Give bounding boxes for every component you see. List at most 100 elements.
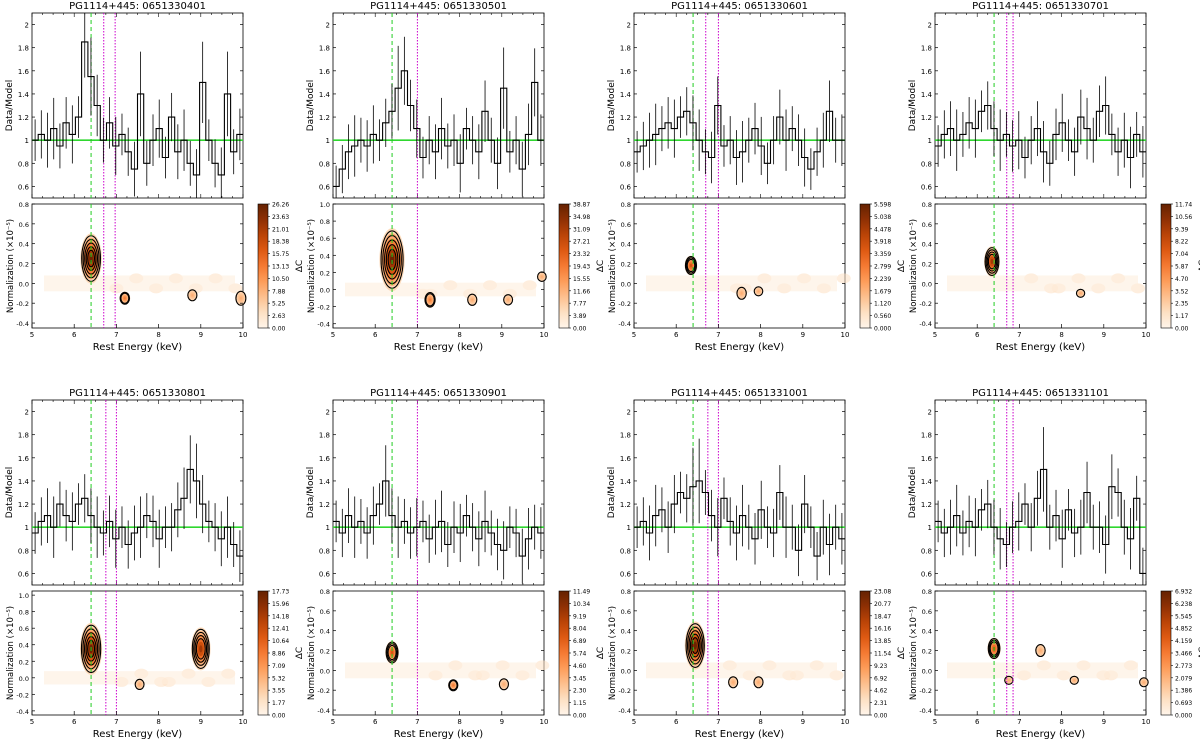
colorbar-tick-label: 0.00 — [272, 326, 286, 333]
map-feature — [191, 627, 211, 671]
map-fill-level — [990, 258, 994, 265]
map-contour — [134, 678, 145, 691]
map-xtick-label: 10 — [841, 331, 850, 339]
ratio-ytick-label: 1 — [25, 137, 29, 145]
map-xtick-label: 10 — [239, 331, 248, 339]
map-residual-patch — [836, 273, 851, 284]
map-ytick-label: 0.0 — [320, 287, 330, 295]
map-contour — [87, 249, 96, 268]
ratio-ytick-label: 2 — [928, 22, 932, 30]
map-xtick-label: 9 — [801, 718, 805, 726]
colorbar-tick-label: 5.545 — [1175, 613, 1192, 620]
xlabel: Rest Energy (keV) — [93, 342, 182, 353]
ratio-ytick-label: 1.4 — [921, 478, 933, 486]
xlabel: Rest Energy (keV) — [394, 729, 483, 740]
colorbar-tick-label: 27.21 — [573, 239, 590, 246]
map-fill-level — [239, 296, 242, 300]
map-ytick-label: 0.4 — [922, 628, 932, 636]
panel-5: PG1114+445: 0651330801 0.6 0.8 1 1.2 1.4 1.6 1.… — [5, 388, 305, 740]
map-ylabel: Normalization (×10⁻⁵) — [307, 219, 317, 313]
colorbar-tick-label: 8.22 — [1175, 239, 1189, 246]
colorbar-tick-label: 2.35 — [1175, 301, 1189, 308]
colorbar-tick-label: 2.079 — [1175, 675, 1192, 682]
ratio-plot: 0.6 0.8 1 1.2 1.4 1.6 1.8 2 Data/Model — [306, 12, 545, 199]
ratio-ytick-label: 1.6 — [620, 68, 632, 76]
map-xtick-label: 9 — [500, 331, 504, 339]
colorbar-tick-label: 4.478 — [874, 226, 891, 233]
map-xtick-label: 7 — [114, 331, 118, 339]
map-ytick-label: -0.4 — [317, 707, 330, 715]
ratio-ytick-label: 1 — [928, 137, 932, 145]
colorbar: 0.00 1.17 2.35 3.52 4.70 5.87 7.04 8.22 9.39 10.5… — [1160, 202, 1200, 333]
ratio-step-series — [32, 468, 243, 557]
map-ytick-label: -0.2 — [16, 691, 29, 699]
ratio-step-series — [32, 41, 243, 176]
panel-1: PG1114+445: 0651330401 0.6 0.8 1 1.2 1.4 1.6 1.… — [5, 1, 305, 353]
ratio-ytick-label: 1.2 — [921, 114, 932, 122]
ratio-ylabel: Data/Model — [607, 80, 617, 132]
colorbar-tick-label: 34.98 — [573, 214, 590, 221]
map-ytick-label: 0.6 — [320, 235, 330, 243]
ratio-ytick-label: 0.8 — [18, 547, 29, 555]
ratio-ytick-label: 1.8 — [620, 432, 631, 440]
map-feature — [753, 676, 764, 689]
map-xtick-label: 6 — [975, 718, 980, 726]
map-fill-level — [429, 298, 432, 302]
xlabel: Rest Energy (keV) — [93, 729, 182, 740]
colorbar-tick-label: 0.693 — [1175, 700, 1192, 707]
colorbar-tick-label: 10.64 — [272, 638, 289, 645]
map-xtick-label: 10 — [1142, 331, 1151, 339]
xlabel: Rest Energy (keV) — [996, 729, 1085, 740]
map-fill-level — [471, 298, 474, 301]
contour-map: -0.4 -0.2 0.0 0.2 0.4 0.6 0.8 5 6 7 8 9 10 Rest Energ… — [608, 588, 849, 740]
map-contour — [1069, 675, 1079, 685]
map-contour — [684, 256, 698, 276]
colorbar-tick-label: 12.41 — [272, 626, 289, 633]
colorbar-tick-label: 15.75 — [272, 251, 289, 258]
ratio-ytick-label: 0.6 — [620, 570, 632, 578]
map-feature — [1004, 675, 1014, 685]
map-baseline-band — [646, 662, 837, 679]
map-feature — [134, 678, 145, 691]
map-contour — [448, 679, 459, 692]
map-xtick-label: 5 — [331, 718, 335, 726]
map-contour — [986, 251, 998, 272]
colorbar-tick-label: 1.15 — [573, 700, 587, 707]
map-ytick-label: 0.2 — [621, 261, 631, 269]
map-ytick-label: 0.6 — [19, 625, 29, 633]
contour-map: -0.4 -0.2 0.0 0.2 0.4 0.6 0.8 1.0 5 6 7 8 9 10 Rest En… — [307, 201, 548, 353]
ratio-ytick-label: 1.4 — [620, 478, 632, 486]
ratio-plot: 0.6 0.8 1 1.2 1.4 1.6 1.8 2 Data/Model — [908, 399, 1147, 586]
ratio-frame — [332, 12, 545, 199]
map-ytick-label: -0.4 — [317, 321, 330, 329]
colorbar-tick-label: 11.74 — [1175, 202, 1192, 209]
map-ytick-label: 0.8 — [19, 609, 29, 617]
ratio-ytick-label: 1.4 — [18, 91, 30, 99]
map-contour — [119, 291, 131, 305]
map-frame — [332, 590, 545, 716]
ratio-ytick-label: 1.8 — [620, 45, 631, 53]
ratio-ytick-label: 1.2 — [921, 501, 932, 509]
ratio-ytick-label: 1.2 — [18, 114, 29, 122]
colorbar-tick-label: 0.560 — [874, 313, 891, 320]
map-xtick-label: 5 — [331, 331, 335, 339]
ratio-step-series — [935, 104, 1146, 164]
map-ytick-label: 0.0 — [621, 280, 631, 288]
map-ytick-label: 0.0 — [19, 675, 29, 683]
contour-map: -0.4 -0.2 0.0 0.2 0.4 0.6 0.8 5 6 7 8 9 10 Rest Energ… — [307, 588, 550, 740]
map-contour — [688, 630, 702, 661]
colorbar-tick-label: 2.799 — [874, 264, 891, 271]
map-contour — [985, 249, 999, 274]
colorbar-tick-label: 31.09 — [573, 226, 590, 233]
map-feature — [385, 641, 399, 664]
map-ytick-label: -0.4 — [16, 320, 29, 328]
map-contour — [728, 676, 739, 689]
colorbar-tick-label: 15.96 — [272, 601, 289, 608]
colorbar-tick-label: 2.30 — [573, 688, 587, 695]
map-contour — [686, 258, 696, 273]
map-feature — [984, 246, 1000, 277]
ratio-step-series — [634, 104, 845, 170]
map-ytick-label: 0.0 — [621, 667, 631, 675]
colorbar-scale — [859, 203, 871, 329]
colorbar-tick-label: 1.77 — [272, 700, 286, 707]
